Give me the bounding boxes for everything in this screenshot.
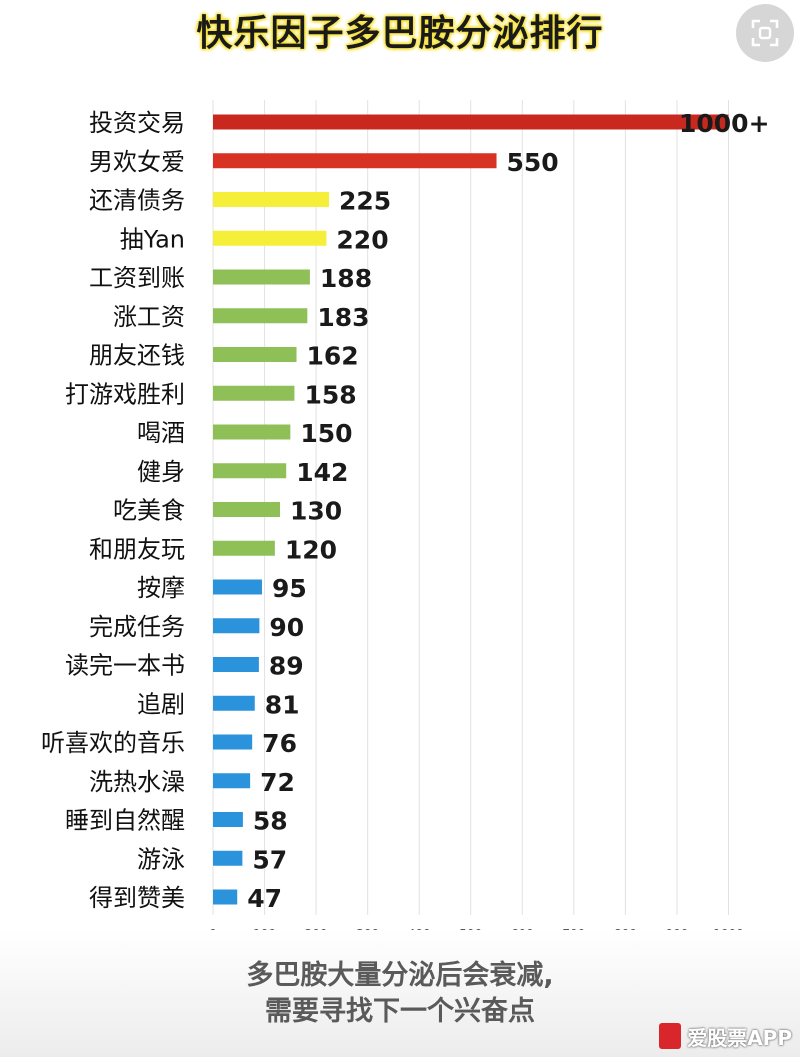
value-label-1: 550: [507, 148, 559, 177]
value-label-0: 1000+: [679, 109, 770, 138]
category-label-13: 完成任务: [89, 613, 185, 641]
category-label-3: 抽Yan: [120, 225, 185, 253]
category-label-6: 朋友还钱: [89, 342, 185, 370]
bar-15: [213, 695, 255, 711]
value-label-5: 183: [317, 303, 369, 332]
category-label-9: 健身: [137, 458, 185, 486]
category-label-8: 喝酒: [137, 419, 185, 447]
value-label-10: 130: [290, 497, 342, 526]
bar-9: [213, 463, 287, 479]
category-label-14: 读完一本书: [65, 652, 185, 680]
value-label-19: 57: [252, 845, 287, 874]
category-label-1: 男欢女爱: [89, 148, 185, 176]
bar-2: [213, 192, 329, 207]
value-label-16: 76: [262, 729, 297, 758]
bar-19: [213, 850, 243, 866]
category-label-2: 还清债务: [89, 187, 185, 215]
bar-17: [213, 773, 251, 789]
app-logo-icon: [659, 1023, 682, 1049]
bar-10: [213, 502, 281, 517]
category-label-10: 吃美食: [113, 497, 185, 525]
bar-6: [213, 347, 297, 362]
category-label-16: 听喜欢的音乐: [41, 729, 185, 757]
bar-5: [213, 308, 308, 324]
category-label-11: 和朋友玩: [89, 535, 185, 563]
value-label-8: 150: [300, 419, 352, 448]
bar-13: [213, 618, 260, 634]
value-label-15: 81: [265, 690, 300, 719]
bar-8: [213, 424, 291, 440]
caption-line-1: 多巴胺大量分泌后会衰减,: [246, 960, 554, 991]
bar-20: [213, 889, 238, 905]
title-banner: 快乐因子多巴胺分泌排行: [0, 0, 800, 58]
category-label-5: 涨工资: [113, 303, 185, 331]
value-label-12: 95: [272, 574, 307, 603]
value-label-2: 225: [339, 187, 391, 216]
category-label-20: 得到赞美: [89, 884, 185, 912]
watermark-text: 爱股票APP: [687, 1025, 792, 1050]
bar-3: [213, 230, 327, 246]
watermark: 爱股票APP: [659, 1021, 792, 1051]
value-label-20: 47: [247, 884, 282, 913]
bar-18: [213, 812, 243, 827]
category-label-18: 睡到自然醒: [65, 807, 185, 835]
value-label-7: 158: [304, 380, 356, 409]
bar-chart: 投资交易 1000+ 男欢女爱 550 还清债务 225 抽Yan 220 工资到账 188 涨工资…: [41, 100, 770, 941]
scan-icon: [751, 19, 779, 47]
bar-11: [213, 540, 275, 556]
value-label-17: 72: [260, 768, 295, 797]
bar-0: [213, 114, 729, 130]
value-label-3: 220: [336, 225, 388, 254]
value-label-11: 120: [285, 535, 337, 564]
bar-4: [213, 269, 310, 285]
chart-title: 快乐因子多巴胺分泌排行: [196, 13, 604, 54]
category-label-0: 投资交易: [89, 109, 185, 137]
category-label-4: 工资到账: [89, 264, 185, 292]
value-label-6: 162: [307, 342, 359, 371]
caption: 多巴胺大量分泌后会衰减, 需要寻找下一个兴奋点: [0, 958, 800, 1030]
caption-line-2: 需要寻找下一个兴奋点: [265, 996, 535, 1027]
value-label-18: 58: [253, 807, 288, 836]
bar-7: [213, 385, 295, 401]
scan-button[interactable]: [736, 4, 794, 62]
category-label-17: 洗热水澡: [89, 768, 185, 796]
category-label-15: 追剧: [137, 690, 185, 718]
category-label-12: 按摩: [137, 574, 185, 602]
value-label-9: 142: [296, 458, 348, 487]
category-label-19: 游泳: [137, 845, 185, 873]
value-label-4: 188: [320, 264, 372, 293]
bar-16: [213, 734, 253, 750]
value-label-13: 90: [269, 613, 304, 642]
bar-1: [213, 153, 497, 169]
category-label-7: 打游戏胜利: [65, 380, 185, 408]
value-label-14: 89: [269, 652, 304, 681]
bar-12: [213, 579, 262, 595]
bar-14: [213, 657, 259, 672]
